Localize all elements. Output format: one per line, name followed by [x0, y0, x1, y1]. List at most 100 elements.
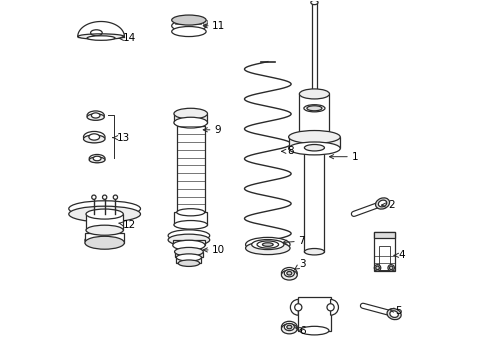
Bar [174, 20, 178, 24]
Ellipse shape [87, 111, 104, 120]
Ellipse shape [373, 265, 380, 271]
Ellipse shape [281, 270, 297, 280]
Ellipse shape [286, 325, 291, 329]
Wedge shape [330, 300, 338, 315]
Ellipse shape [83, 135, 105, 143]
Wedge shape [290, 300, 298, 315]
Bar [180, 20, 184, 24]
Ellipse shape [281, 324, 297, 334]
Bar [378, 246, 389, 270]
Ellipse shape [171, 15, 206, 25]
Ellipse shape [286, 271, 291, 275]
Bar [86, 214, 123, 230]
Text: 5: 5 [389, 306, 401, 316]
Text: 10: 10 [203, 245, 225, 255]
Bar [176, 126, 204, 212]
Ellipse shape [86, 225, 123, 235]
Ellipse shape [386, 309, 400, 320]
Ellipse shape [303, 105, 325, 112]
Ellipse shape [284, 323, 294, 330]
Ellipse shape [378, 200, 386, 207]
Ellipse shape [86, 209, 123, 219]
Bar [176, 257, 201, 263]
Ellipse shape [281, 321, 297, 333]
Ellipse shape [304, 144, 324, 151]
Text: 14: 14 [119, 33, 136, 43]
Bar [298, 297, 330, 330]
Bar [174, 212, 207, 225]
Ellipse shape [389, 311, 398, 318]
Ellipse shape [171, 20, 206, 32]
Ellipse shape [168, 230, 209, 241]
Text: 7: 7 [282, 236, 305, 246]
Bar [191, 20, 195, 24]
Bar [373, 232, 394, 238]
Ellipse shape [294, 304, 301, 311]
Text: 3: 3 [294, 259, 305, 269]
Text: 12: 12 [119, 220, 136, 230]
Ellipse shape [257, 241, 278, 248]
Ellipse shape [281, 267, 297, 279]
Ellipse shape [171, 27, 206, 37]
Ellipse shape [176, 209, 204, 216]
Bar [197, 20, 201, 24]
Ellipse shape [387, 265, 394, 271]
Ellipse shape [245, 237, 289, 252]
Ellipse shape [299, 132, 329, 142]
Bar [172, 240, 204, 245]
Text: 8: 8 [281, 146, 293, 156]
Polygon shape [78, 22, 124, 37]
Ellipse shape [288, 131, 340, 143]
Text: 6: 6 [295, 325, 305, 336]
Ellipse shape [306, 106, 321, 111]
Bar [312, 1, 316, 94]
Ellipse shape [176, 254, 201, 261]
Text: 9: 9 [203, 125, 220, 135]
Ellipse shape [92, 195, 96, 199]
Ellipse shape [326, 304, 333, 311]
Bar [288, 137, 340, 148]
Ellipse shape [284, 270, 294, 277]
Ellipse shape [168, 234, 209, 246]
Ellipse shape [69, 206, 140, 222]
Bar [85, 233, 124, 243]
Ellipse shape [89, 154, 105, 162]
Text: 4: 4 [393, 250, 405, 260]
Ellipse shape [245, 242, 289, 255]
Ellipse shape [178, 260, 199, 266]
Ellipse shape [388, 266, 392, 270]
Text: 11: 11 [203, 21, 225, 31]
Ellipse shape [174, 221, 207, 229]
Ellipse shape [85, 236, 124, 249]
Bar [185, 20, 190, 24]
Ellipse shape [93, 156, 101, 161]
Ellipse shape [87, 36, 115, 40]
Ellipse shape [299, 89, 329, 99]
Ellipse shape [87, 114, 104, 120]
Text: 2: 2 [381, 200, 394, 210]
Bar [174, 114, 207, 123]
Ellipse shape [91, 113, 100, 118]
Bar [299, 94, 329, 137]
Ellipse shape [85, 234, 124, 247]
Ellipse shape [89, 134, 100, 140]
Ellipse shape [310, 0, 317, 5]
Bar [174, 252, 203, 257]
Ellipse shape [304, 248, 324, 255]
Text: 1: 1 [329, 152, 357, 162]
Ellipse shape [375, 266, 379, 270]
Ellipse shape [174, 247, 203, 256]
Ellipse shape [69, 201, 140, 217]
Bar [373, 232, 394, 271]
Ellipse shape [174, 108, 207, 119]
Ellipse shape [83, 131, 105, 143]
Ellipse shape [174, 117, 207, 128]
Ellipse shape [288, 142, 340, 155]
Bar [304, 148, 324, 252]
Ellipse shape [113, 195, 117, 199]
Ellipse shape [172, 240, 204, 250]
Ellipse shape [375, 198, 389, 209]
Ellipse shape [102, 195, 106, 199]
Bar [203, 20, 207, 24]
Ellipse shape [299, 326, 328, 335]
